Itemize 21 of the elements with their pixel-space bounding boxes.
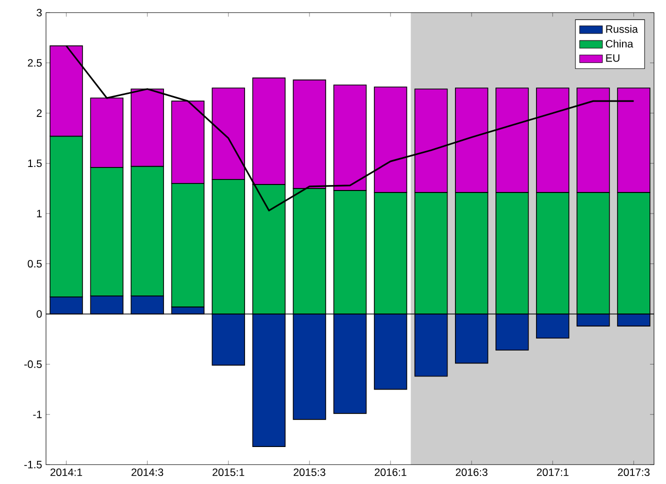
y-tick-label: 2.5 xyxy=(28,59,42,67)
legend-label: EU xyxy=(606,54,620,62)
x-tick-label: 2016:3 xyxy=(456,468,488,476)
x-tick-label: 2017:1 xyxy=(536,468,568,476)
y-tick-label: 1.5 xyxy=(28,160,42,168)
x-tick-label: 2016:1 xyxy=(374,468,406,476)
y-tick-label: 3 xyxy=(36,8,42,16)
y-tick-label: 0 xyxy=(36,310,42,318)
x-tick-label: 2014:3 xyxy=(132,468,164,476)
y-tick-label: -1.5 xyxy=(24,460,42,468)
legend-label: Russia xyxy=(606,25,638,33)
x-tick-label: 2017:3 xyxy=(618,468,650,476)
y-tick-label: 1 xyxy=(37,210,42,218)
legend-label: China xyxy=(606,40,634,48)
x-tick-label: 2015:1 xyxy=(212,468,244,476)
y-tick-label: -0.5 xyxy=(24,360,42,368)
y-tick-label: 0.5 xyxy=(28,260,42,268)
x-tick-label: 2015:3 xyxy=(294,468,326,476)
y-tick-label: 2 xyxy=(36,109,42,117)
y-tick-label: -1 xyxy=(33,410,42,418)
x-tick-label: 2014:1 xyxy=(50,468,82,476)
